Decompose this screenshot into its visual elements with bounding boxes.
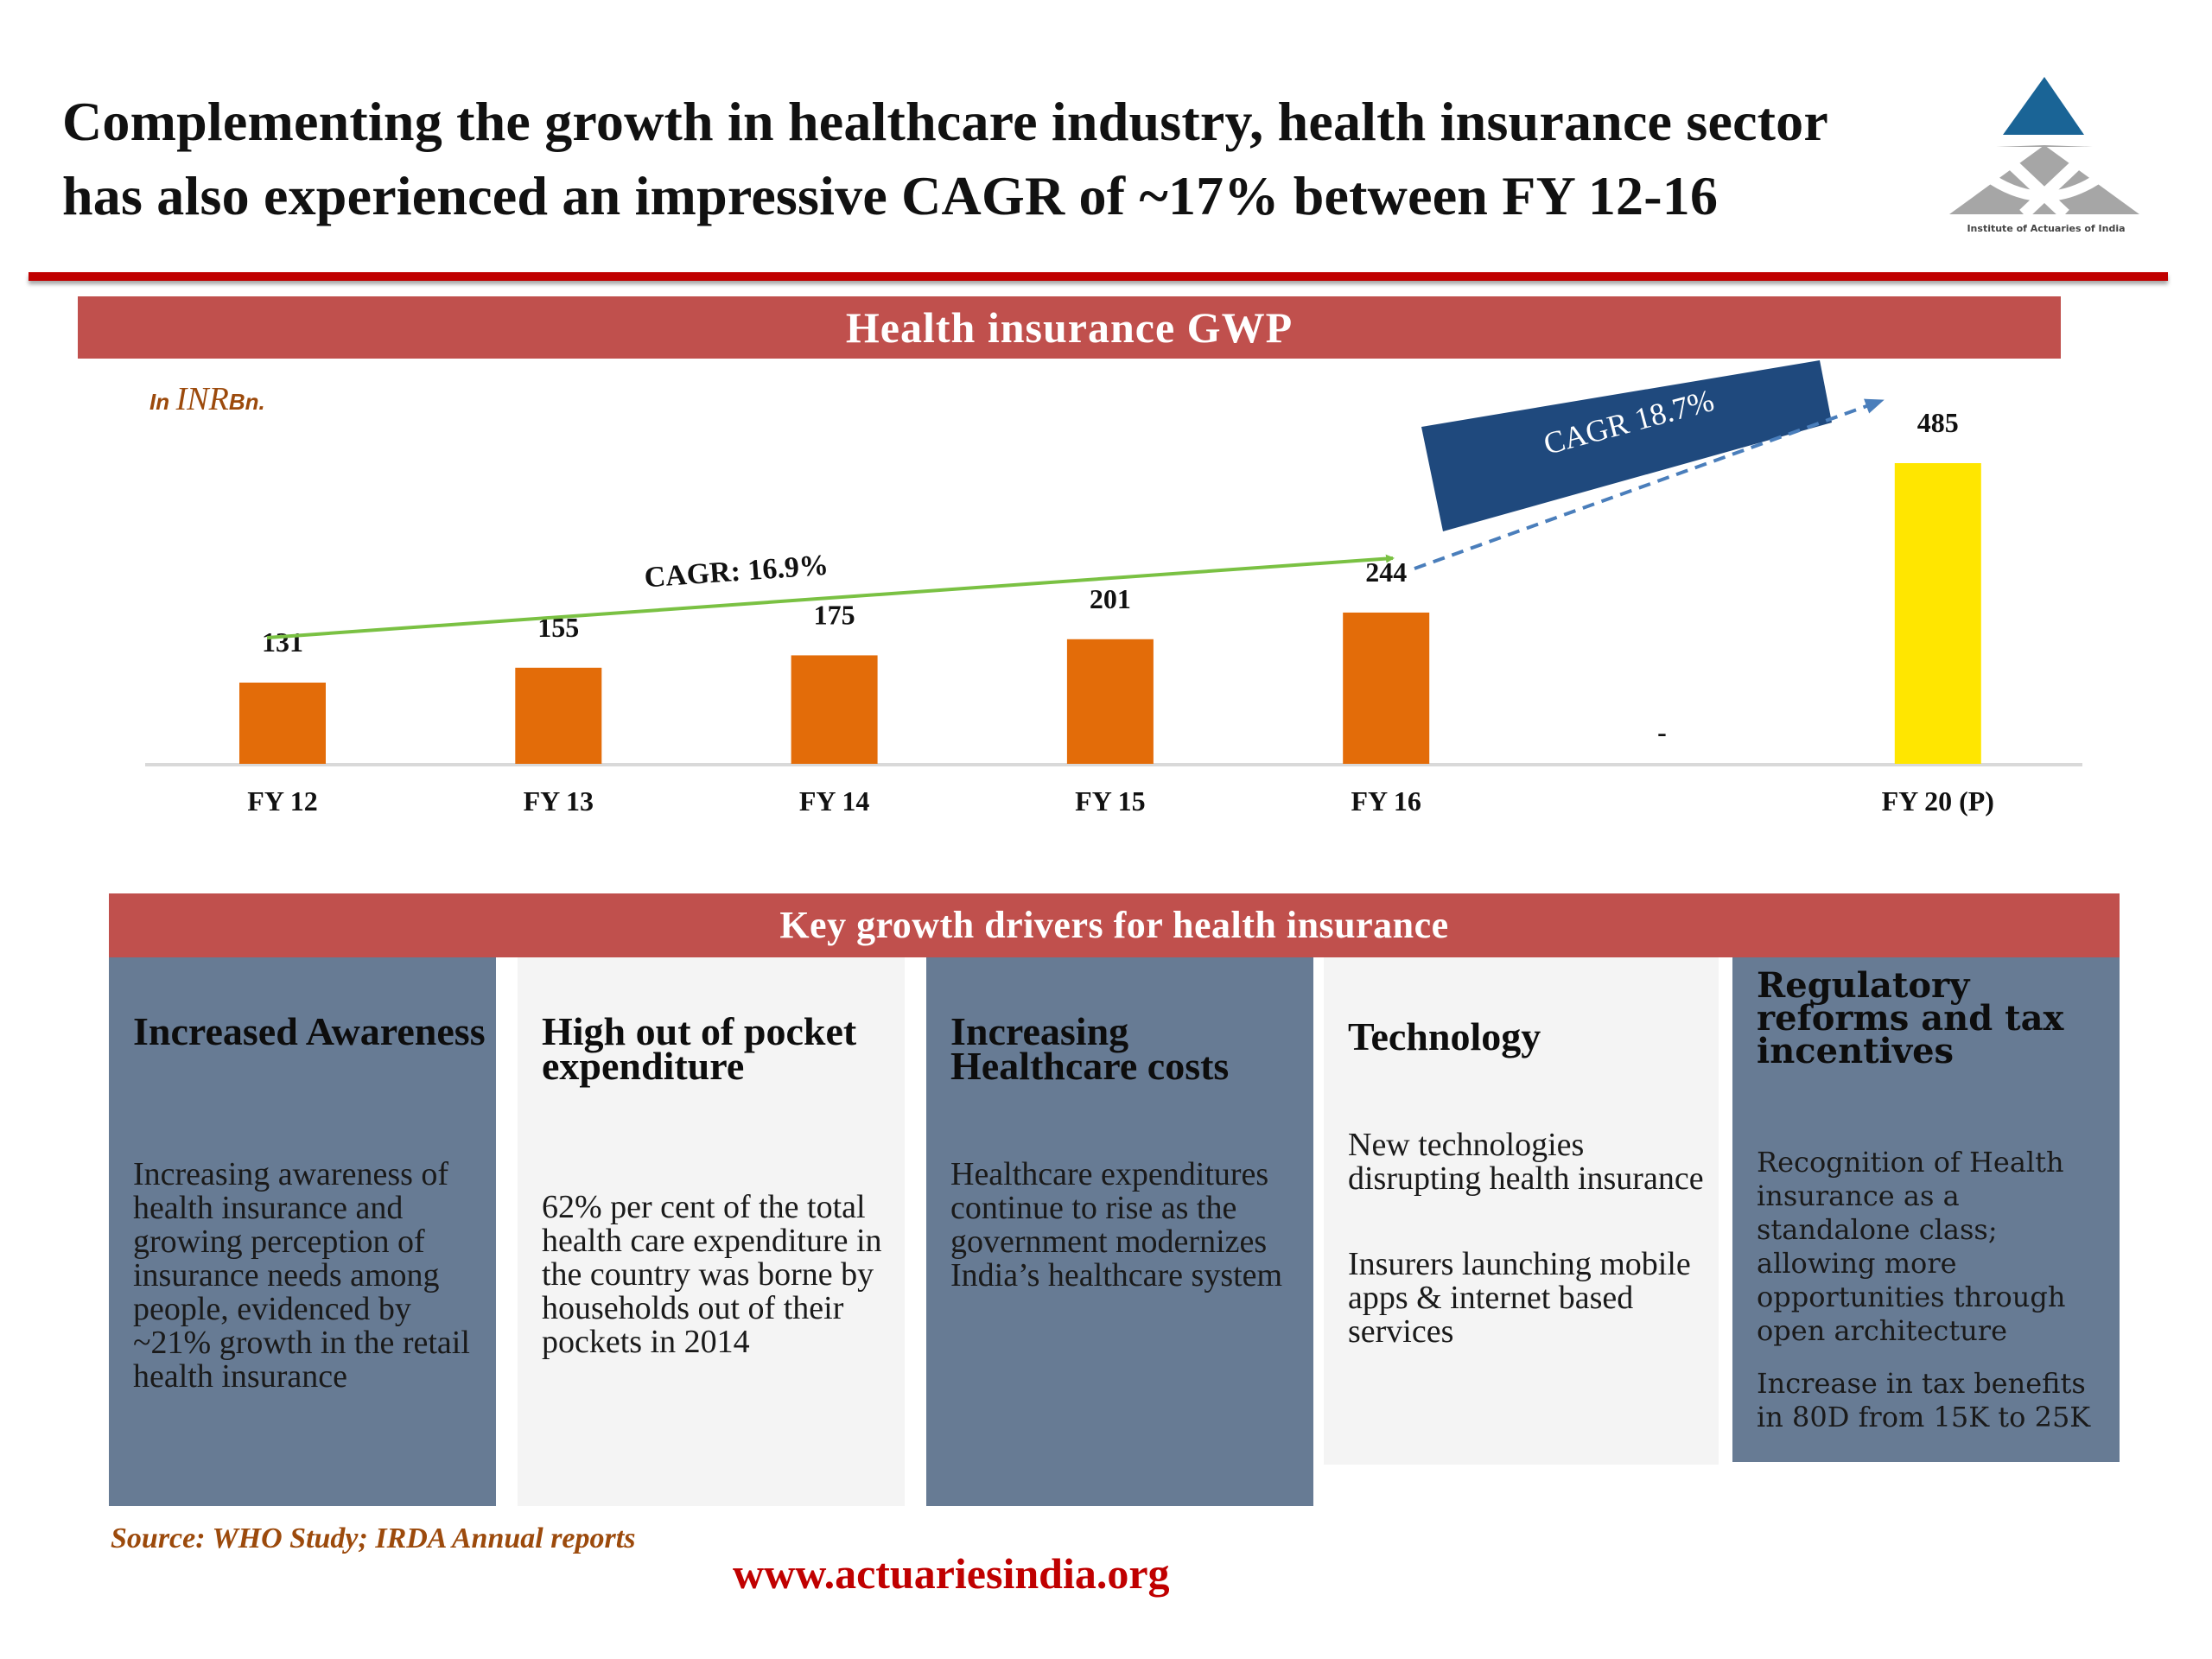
gap-placeholder-label: - bbox=[1657, 716, 1667, 747]
driver-description: Insurers launching mobile apps & interne… bbox=[1348, 1246, 1691, 1350]
x-tick-label: FY 12 bbox=[247, 785, 317, 817]
bar-fy-12 bbox=[239, 683, 326, 764]
bar-fy-16 bbox=[1343, 612, 1430, 764]
driver-card-regulatory-reforms: Regulatory reforms and tax incentives Re… bbox=[1732, 957, 2120, 1462]
unit-suffix: Bn. bbox=[228, 389, 265, 415]
institute-of-actuaries-logo-icon bbox=[1936, 60, 2186, 251]
website-link[interactable]: www.actuariesindia.org bbox=[733, 1549, 1170, 1598]
unit-label: In INRBn. bbox=[149, 380, 265, 418]
logo-caption: Institute of Actuaries of India bbox=[1967, 223, 2126, 234]
driver-heading: Technology bbox=[1348, 1014, 1541, 1058]
driver-heading: Regulatory reforms and tax incentives bbox=[1757, 965, 2064, 1071]
driver-card-healthcare-costs: Increasing Healthcare costs Healthcare e… bbox=[926, 957, 1313, 1506]
driver-description: 62% per cent of the total health care ex… bbox=[542, 1189, 882, 1360]
bar-value-label: 485 bbox=[1917, 407, 1959, 438]
drivers-section-header: Key growth drivers for health insurance bbox=[109, 893, 2120, 957]
driver-card-increased-awareness: Increased Awareness Increasing awareness… bbox=[109, 957, 496, 1506]
slide-title-line-1: Complementing the growth in healthcare i… bbox=[62, 91, 1828, 152]
bar-fy-14 bbox=[791, 655, 878, 764]
logo-blue-triangle bbox=[2003, 77, 2084, 135]
bar-value-label: 131 bbox=[262, 626, 303, 658]
x-tick-label: FY 13 bbox=[524, 785, 594, 817]
x-tick-label: FY 14 bbox=[799, 785, 869, 817]
slide-title: Complementing the growth in healthcare i… bbox=[62, 85, 2006, 233]
driver-card-technology: Technology New technologies disrupting h… bbox=[1313, 957, 1719, 1465]
cagr-historical-label: CAGR: 16.9% bbox=[644, 550, 830, 594]
driver-description: Recognition of Health insurance as a sta… bbox=[1757, 1146, 2066, 1347]
driver-description: Increase in tax benefits in 80D from 15K… bbox=[1757, 1367, 2091, 1433]
x-tick-label: FY 20 (P) bbox=[1882, 785, 1994, 817]
title-divider bbox=[29, 272, 2168, 281]
cagr-historical-arrow bbox=[266, 554, 1395, 639]
driver-heading: Increased Awareness bbox=[133, 1009, 486, 1053]
bar-fy-15 bbox=[1066, 639, 1154, 764]
source-note: Source: WHO Study; IRDA Annual reports bbox=[111, 1522, 636, 1554]
bar-value-label: 175 bbox=[814, 599, 855, 630]
driver-card-out-of-pocket: High out of pocket expenditure 62% per c… bbox=[507, 957, 905, 1506]
driver-heading: Increasing Healthcare costs bbox=[950, 1009, 1230, 1088]
gwp-section-header: Health insurance GWP bbox=[78, 296, 2061, 359]
x-tick-label: FY 16 bbox=[1351, 785, 1421, 817]
driver-description: New technologies disrupting health insur… bbox=[1348, 1127, 1704, 1197]
x-tick-label: FY 15 bbox=[1075, 785, 1145, 817]
bar-fy-20-p bbox=[1894, 463, 1981, 764]
slide-title-line-2: has also experienced an impressive CAGR … bbox=[62, 165, 1719, 226]
unit-currency: INR bbox=[175, 381, 229, 417]
driver-description: Healthcare expenditures continue to rise… bbox=[950, 1156, 1283, 1294]
bar-fy-13 bbox=[515, 667, 602, 764]
driver-heading: High out of pocket expenditure bbox=[542, 1009, 857, 1088]
driver-description: Increasing awareness of health insurance… bbox=[133, 1156, 470, 1395]
cagr-projected-arrow bbox=[1414, 398, 1885, 570]
unit-prefix: In bbox=[149, 389, 170, 415]
logo-grey-triangle bbox=[1949, 145, 2139, 214]
cagr-projected-box bbox=[1421, 360, 1832, 531]
bar-value-label: 201 bbox=[1090, 583, 1131, 614]
